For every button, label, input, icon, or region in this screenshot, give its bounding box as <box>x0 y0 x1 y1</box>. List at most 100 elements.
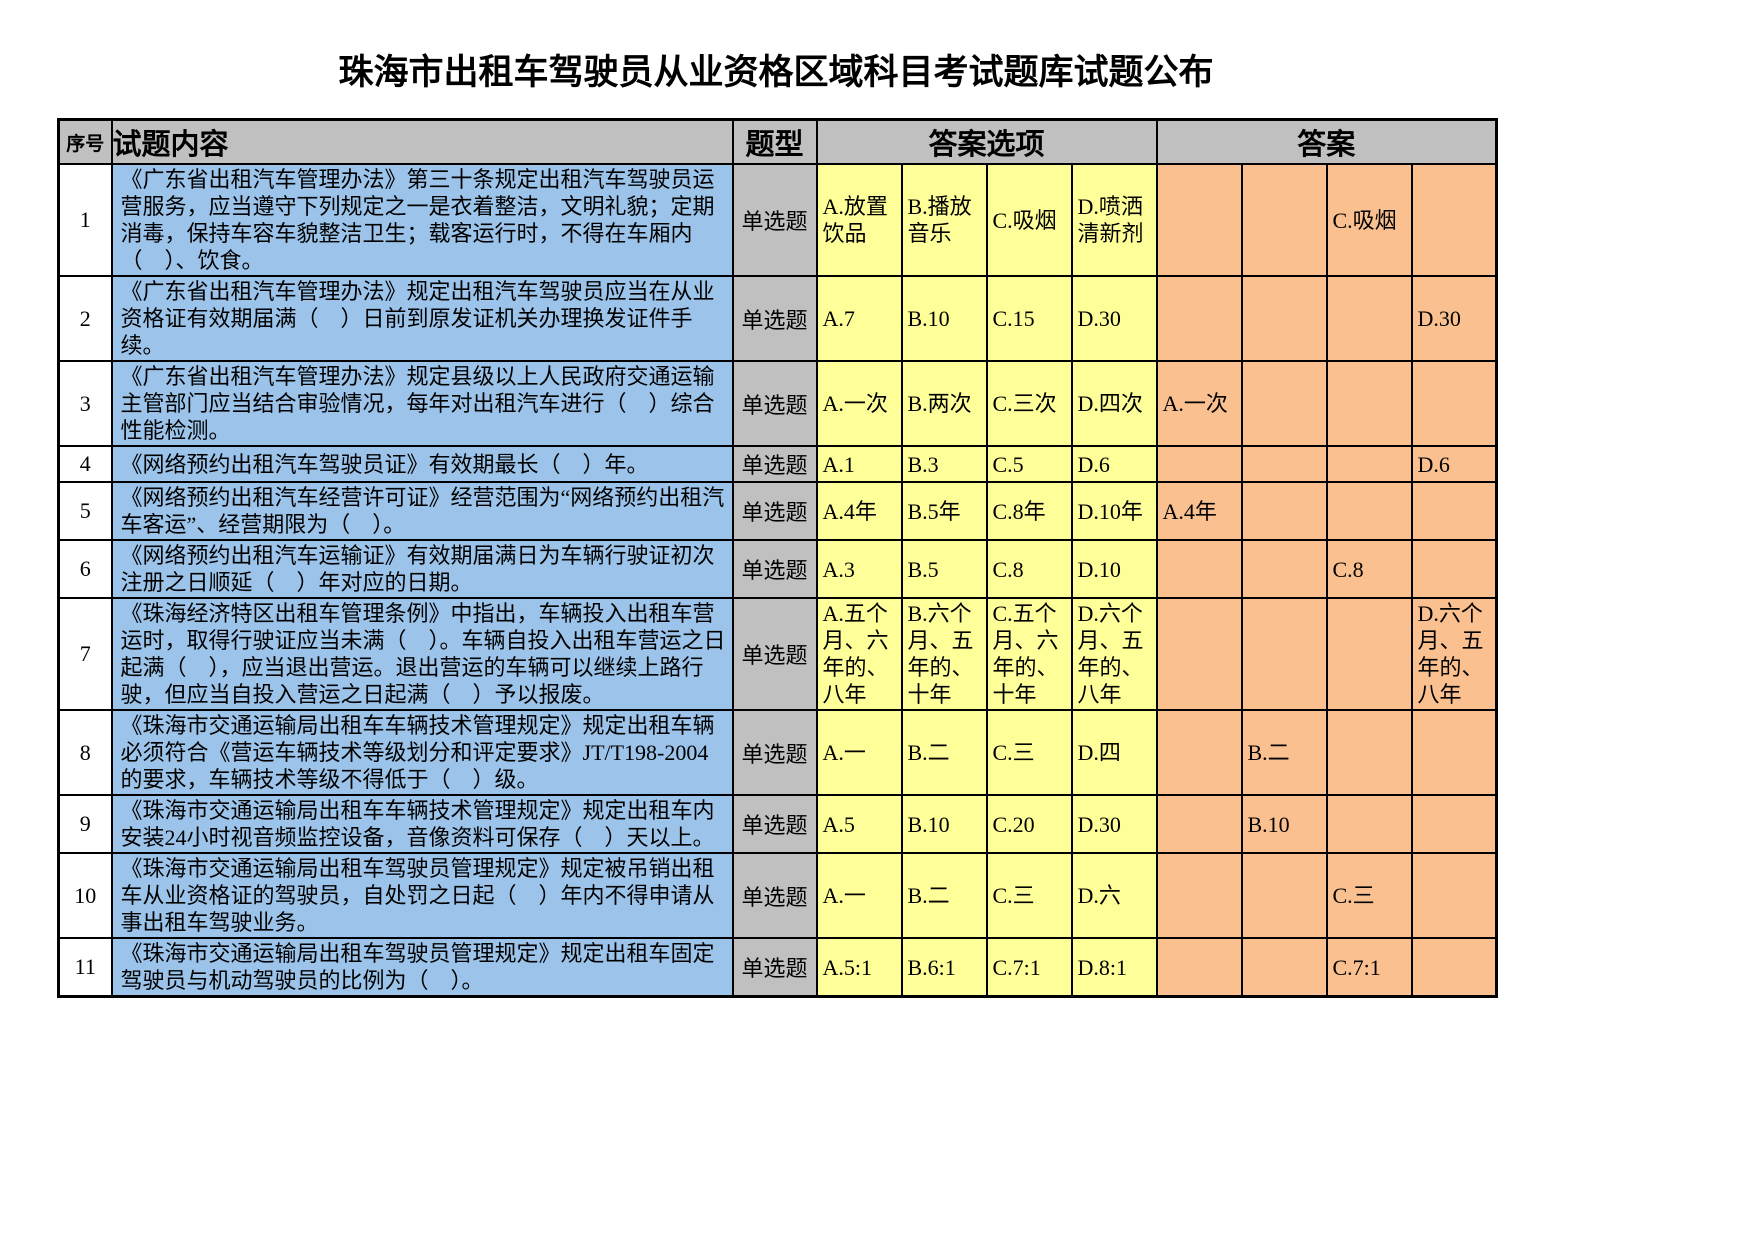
row-number-cell: 8 <box>57 709 113 796</box>
row-number-cell: 6 <box>57 539 113 599</box>
question-type-cell: 单选题 <box>731 445 818 483</box>
question-content-cell: 《珠海经济特区出租车管理条例》中指出，车辆投入出租车营运时，取得行驶证应当未满（… <box>110 597 734 711</box>
option-cell-b: B.5年 <box>900 481 988 541</box>
answer-cell-b <box>1240 360 1328 447</box>
question-content-cell: 《广东省出租汽车管理办法》规定县级以上人民政府交通运输主管部门应当结合审验情况，… <box>110 360 734 447</box>
table-row: 5 《网络预约出租汽车经营许可证》经营范围为“网络预约出租汽车客运”、经营期限为（… <box>57 481 1498 541</box>
answer-cell-c: C.吸烟 <box>1325 163 1413 277</box>
option-cell-a: A.1 <box>815 445 903 483</box>
option-cell-c: C.吸烟 <box>985 163 1073 277</box>
option-cell-c: C.三 <box>985 709 1073 796</box>
table-row: 7 《珠海经济特区出租车管理条例》中指出，车辆投入出租车营运时，取得行驶证应当未满… <box>57 597 1498 711</box>
answer-cell-a <box>1155 852 1243 939</box>
option-cell-d: D.30 <box>1070 794 1158 854</box>
option-cell-d: D.六个月、五年的、八年 <box>1070 597 1158 711</box>
answer-cell-d <box>1410 709 1498 796</box>
question-type-cell: 单选题 <box>731 597 818 711</box>
answer-cell-a <box>1155 597 1243 711</box>
question-type-cell: 单选题 <box>731 794 818 854</box>
answer-cell-c <box>1325 360 1413 447</box>
answer-cell-b: B.二 <box>1240 709 1328 796</box>
answer-cell-a <box>1155 709 1243 796</box>
option-cell-c: C.五个月、六年的、十年 <box>985 597 1073 711</box>
option-cell-b: B.10 <box>900 794 988 854</box>
question-table: 序号 试题内容 题型 答案选项 答案 1 《广东省出租汽车管理办法》第三十条规定出… <box>57 118 1498 998</box>
row-number-cell: 7 <box>57 597 113 711</box>
table-row: 4 《网络预约出租汽车驾驶员证》有效期最长（ ）年。 单选题 A.1 B.3 C.5 D.6… <box>57 445 1498 483</box>
answer-cell-b <box>1240 937 1328 998</box>
answer-cell-a: A.一次 <box>1155 360 1243 447</box>
answer-cell-d <box>1410 539 1498 599</box>
option-cell-b: B.3 <box>900 445 988 483</box>
option-cell-a: A.4年 <box>815 481 903 541</box>
option-cell-a: A.一次 <box>815 360 903 447</box>
answer-cell-c <box>1325 794 1413 854</box>
option-cell-c: C.8年 <box>985 481 1073 541</box>
table-row: 3 《广东省出租汽车管理办法》规定县级以上人民政府交通运输主管部门应当结合审验情况… <box>57 360 1498 447</box>
answer-cell-d <box>1410 937 1498 998</box>
answer-cell-b <box>1240 597 1328 711</box>
question-type-cell: 单选题 <box>731 481 818 541</box>
option-cell-a: A.3 <box>815 539 903 599</box>
option-cell-b: B.5 <box>900 539 988 599</box>
table-row: 1 《广东省出租汽车管理办法》第三十条规定出租汽车驾驶员运营服务，应当遵守下列规定… <box>57 163 1498 277</box>
row-number-cell: 1 <box>57 163 113 277</box>
answer-cell-b <box>1240 481 1328 541</box>
option-cell-b: B.二 <box>900 709 988 796</box>
option-cell-d: D.10 <box>1070 539 1158 599</box>
question-content-cell: 《珠海市交通运输局出租车车辆技术管理规定》规定出租车辆必须符合《营运车辆技术等级… <box>110 709 734 796</box>
question-content-cell: 《网络预约出租汽车驾驶员证》有效期最长（ ）年。 <box>110 445 734 483</box>
option-cell-d: D.6 <box>1070 445 1158 483</box>
answer-cell-a <box>1155 937 1243 998</box>
question-table-body: 1 《广东省出租汽车管理办法》第三十条规定出租汽车驾驶员运营服务，应当遵守下列规定… <box>57 163 1498 998</box>
answer-cell-c <box>1325 597 1413 711</box>
header-content: 试题内容 <box>110 118 734 165</box>
question-type-cell: 单选题 <box>731 163 818 277</box>
header-index: 序号 <box>57 118 113 165</box>
answer-cell-a <box>1155 794 1243 854</box>
option-cell-c: C.15 <box>985 275 1073 362</box>
header-options: 答案选项 <box>815 118 1158 165</box>
option-cell-a: A.5 <box>815 794 903 854</box>
answer-cell-b <box>1240 163 1328 277</box>
table-row: 10 《珠海市交通运输局出租车驾驶员管理规定》规定被吊销出租车从业资格证的驾驶员，… <box>57 852 1498 939</box>
answer-cell-c: C.三 <box>1325 852 1413 939</box>
answer-cell-c <box>1325 445 1413 483</box>
page-title: 珠海市出租车驾驶员从业资格区域科目考试题库试题公布 <box>338 53 1214 92</box>
answer-cell-c: C.8 <box>1325 539 1413 599</box>
question-type-cell: 单选题 <box>731 275 818 362</box>
option-cell-a: A.一 <box>815 709 903 796</box>
option-cell-b: B.二 <box>900 852 988 939</box>
question-content-cell: 《珠海市交通运输局出租车驾驶员管理规定》规定被吊销出租车从业资格证的驾驶员，自处… <box>110 852 734 939</box>
option-cell-d: D.10年 <box>1070 481 1158 541</box>
option-cell-c: C.7:1 <box>985 937 1073 998</box>
answer-cell-a <box>1155 275 1243 362</box>
answer-cell-b <box>1240 852 1328 939</box>
answer-cell-d <box>1410 852 1498 939</box>
table-row: 6 《网络预约出租汽车运输证》有效期届满日为车辆行驶证初次注册之日顺延（ ）年对应… <box>57 539 1498 599</box>
option-cell-b: B.六个月、五年的、十年 <box>900 597 988 711</box>
answer-cell-b <box>1240 445 1328 483</box>
option-cell-c: C.20 <box>985 794 1073 854</box>
answer-cell-b: B.10 <box>1240 794 1328 854</box>
option-cell-c: C.8 <box>985 539 1073 599</box>
answer-cell-d <box>1410 794 1498 854</box>
option-cell-c: C.三次 <box>985 360 1073 447</box>
table-row: 11 《珠海市交通运输局出租车驾驶员管理规定》规定出租车固定驾驶员与机动驾驶员的比… <box>57 937 1498 998</box>
question-content-cell: 《珠海市交通运输局出租车车辆技术管理规定》规定出租车内安装24小时视音频监控设备… <box>110 794 734 854</box>
answer-cell-b <box>1240 539 1328 599</box>
option-cell-c: C.三 <box>985 852 1073 939</box>
answer-cell-c <box>1325 481 1413 541</box>
option-cell-d: D.30 <box>1070 275 1158 362</box>
answer-cell-a <box>1155 539 1243 599</box>
option-cell-b: B.两次 <box>900 360 988 447</box>
answer-cell-c <box>1325 275 1413 362</box>
answer-cell-d: D.6 <box>1410 445 1498 483</box>
table-row: 8 《珠海市交通运输局出租车车辆技术管理规定》规定出租车辆必须符合《营运车辆技术等… <box>57 709 1498 796</box>
option-cell-a: A.一 <box>815 852 903 939</box>
answer-cell-a: A.4年 <box>1155 481 1243 541</box>
answer-cell-d <box>1410 481 1498 541</box>
option-cell-d: D.六 <box>1070 852 1158 939</box>
question-type-cell: 单选题 <box>731 360 818 447</box>
answer-cell-d <box>1410 360 1498 447</box>
